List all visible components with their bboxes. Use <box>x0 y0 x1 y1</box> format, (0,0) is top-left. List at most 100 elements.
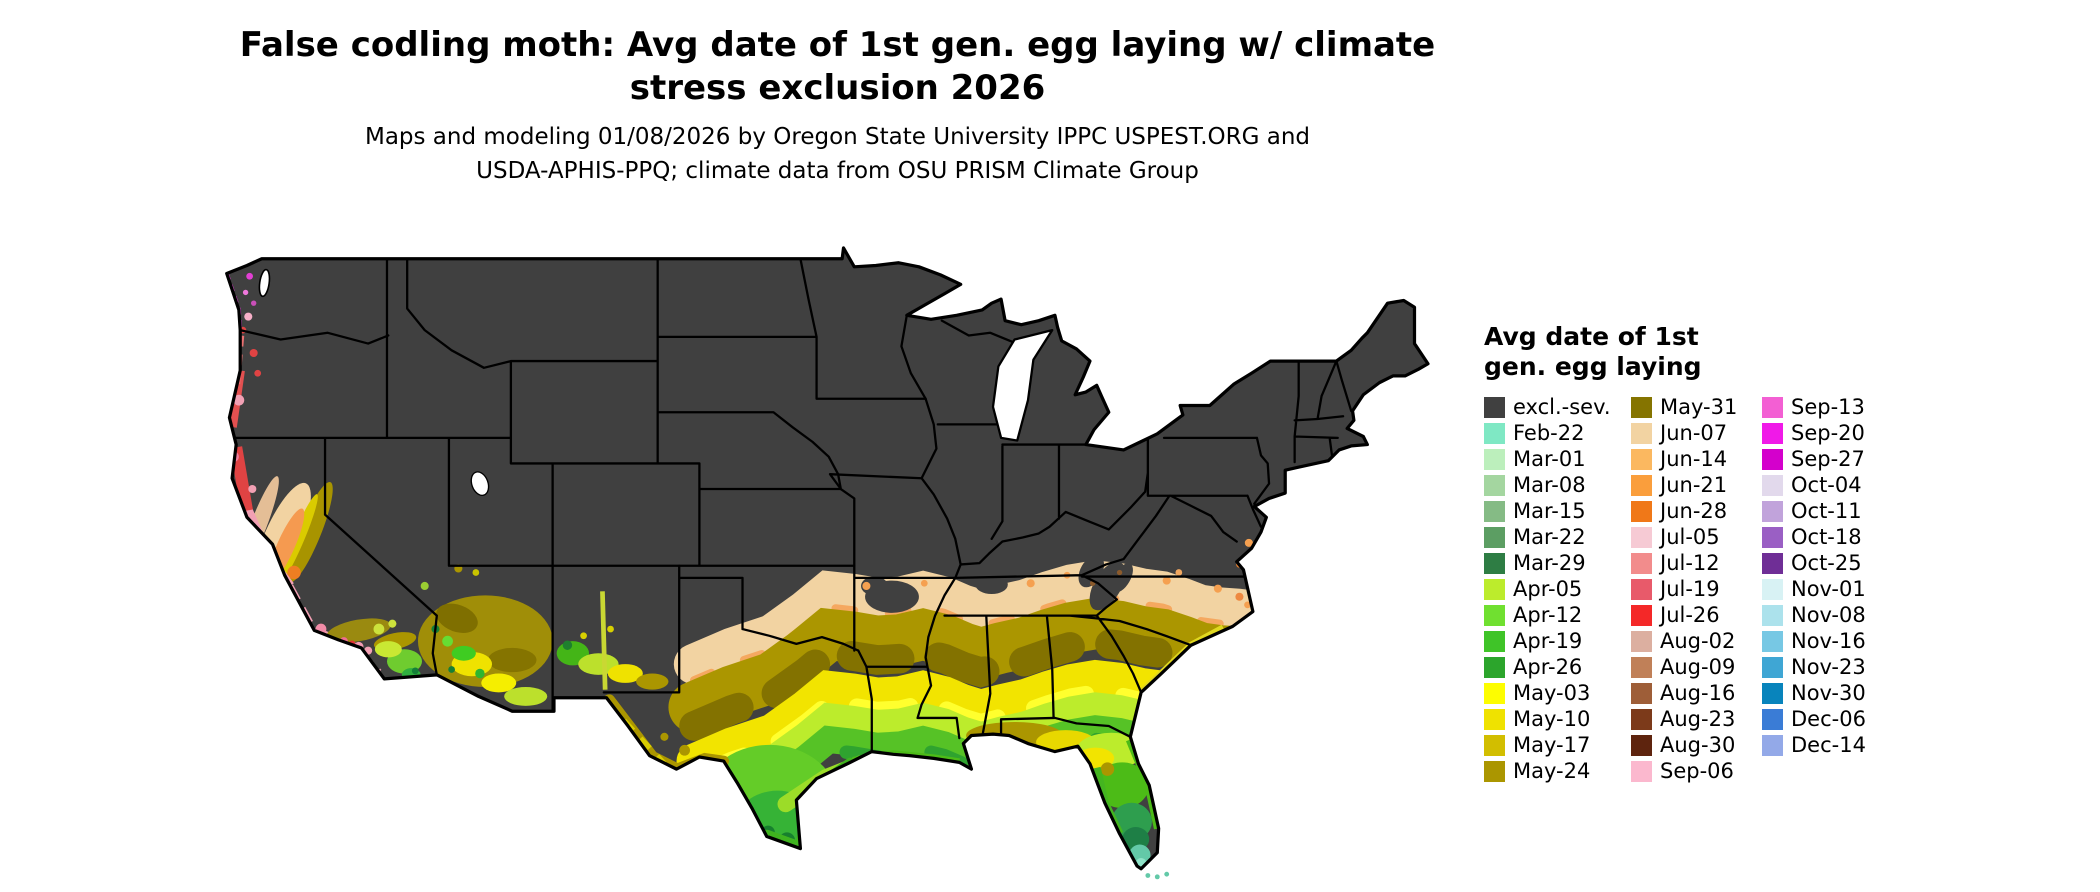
legend-entry: Mar-22 <box>1484 524 1631 550</box>
legend-swatch <box>1484 526 1505 548</box>
legend-entry: Jun-07 <box>1631 420 1762 446</box>
legend-swatch <box>1631 578 1652 600</box>
legend-label: Oct-04 <box>1791 473 1862 497</box>
legend-entry: Nov-16 <box>1762 628 1893 654</box>
subtitle-line-1: Maps and modeling 01/08/2026 by Oregon S… <box>364 124 1311 150</box>
legend-column-3: Sep-13 Sep-20 Sep-27 Oct-04 <box>1762 394 1893 758</box>
legend-label: Nov-08 <box>1791 603 1866 627</box>
legend: Avg date of 1st gen. egg laying excl.-se… <box>1484 322 1893 784</box>
legend-swatch <box>1631 604 1652 626</box>
subtitle-line-2: USDA-APHIS-PPQ; climate data from OSU PR… <box>476 158 1199 184</box>
legend-swatch <box>1484 448 1505 470</box>
map-subtitle: Maps and modeling 01/08/2026 by Oregon S… <box>0 120 1675 188</box>
legend-label: Oct-18 <box>1791 525 1862 549</box>
legend-label: Mar-22 <box>1513 525 1586 549</box>
legend-column-2: May-31 Jun-07 Jun-14 Jun-21 <box>1631 394 1762 784</box>
legend-label: Jul-05 <box>1660 525 1720 549</box>
legend-label: May-31 <box>1660 395 1738 419</box>
legend-label: Dec-06 <box>1791 707 1866 731</box>
legend-entry: Oct-04 <box>1762 472 1893 498</box>
legend-swatch <box>1631 552 1652 574</box>
legend-entry: Aug-16 <box>1631 680 1762 706</box>
legend-entry: May-24 <box>1484 758 1631 784</box>
legend-entry: Sep-27 <box>1762 446 1893 472</box>
legend-swatch <box>1762 578 1783 600</box>
legend-swatch <box>1762 396 1783 418</box>
legend-label: Oct-25 <box>1791 551 1862 575</box>
map-regions <box>226 247 1428 869</box>
legend-entry: Apr-26 <box>1484 654 1631 680</box>
legend-entry: Mar-29 <box>1484 550 1631 576</box>
legend-label: Mar-15 <box>1513 499 1586 523</box>
legend-label: Nov-01 <box>1791 577 1866 601</box>
legend-entry: Aug-23 <box>1631 706 1762 732</box>
legend-entry: May-03 <box>1484 680 1631 706</box>
legend-label: May-17 <box>1513 733 1591 757</box>
legend-label: Aug-30 <box>1660 733 1736 757</box>
legend-entry: Oct-18 <box>1762 524 1893 550</box>
legend-swatch <box>1631 760 1652 782</box>
state-borders <box>229 257 1353 753</box>
legend-entry: Jul-26 <box>1631 602 1762 628</box>
legend-swatch <box>1762 526 1783 548</box>
legend-label: Dec-14 <box>1791 733 1866 757</box>
legend-swatch <box>1631 396 1652 418</box>
legend-label: Aug-23 <box>1660 707 1736 731</box>
legend-entry: Jun-21 <box>1631 472 1762 498</box>
legend-label: Nov-16 <box>1791 629 1866 653</box>
legend-swatch <box>1762 448 1783 470</box>
legend-entry: Apr-12 <box>1484 602 1631 628</box>
legend-label: Jul-26 <box>1660 603 1720 627</box>
legend-entry: Mar-01 <box>1484 446 1631 472</box>
title-line-2: stress exclusion 2026 <box>629 68 1046 108</box>
legend-entry: Dec-06 <box>1762 706 1893 732</box>
legend-label: Sep-20 <box>1791 421 1865 445</box>
legend-swatch <box>1762 656 1783 678</box>
legend-label: Jun-07 <box>1660 421 1728 445</box>
legend-label: Apr-26 <box>1513 655 1583 679</box>
legend-swatch <box>1484 734 1505 756</box>
legend-label: Nov-30 <box>1791 681 1866 705</box>
title-line-1: False codling moth: Avg date of 1st gen.… <box>239 25 1436 65</box>
legend-label: Apr-12 <box>1513 603 1583 627</box>
legend-label: Sep-13 <box>1791 395 1865 419</box>
legend-entry: excl.-sev. <box>1484 394 1631 420</box>
legend-label: Aug-09 <box>1660 655 1736 679</box>
lake-michigan <box>991 328 1054 442</box>
legend-entry: Jul-19 <box>1631 576 1762 602</box>
legend-label: Nov-23 <box>1791 655 1866 679</box>
legend-entry: Nov-23 <box>1762 654 1893 680</box>
legend-label: excl.-sev. <box>1513 395 1611 419</box>
legend-label: Jun-21 <box>1660 473 1728 497</box>
legend-entry: Nov-30 <box>1762 680 1893 706</box>
legend-swatch <box>1484 552 1505 574</box>
legend-swatch <box>1631 448 1652 470</box>
great-lakes <box>258 268 1054 497</box>
legend-entry: Jul-12 <box>1631 550 1762 576</box>
legend-label: Jul-19 <box>1660 577 1720 601</box>
legend-label: Apr-19 <box>1513 629 1583 653</box>
legend-label: Mar-01 <box>1513 447 1586 471</box>
legend-swatch <box>1484 630 1505 652</box>
legend-label: Sep-27 <box>1791 447 1865 471</box>
legend-label: Aug-02 <box>1660 629 1736 653</box>
legend-label: Oct-11 <box>1791 499 1862 523</box>
legend-columns: excl.-sev. Feb-22 Mar-01 Mar-08 <box>1484 394 1893 784</box>
legend-label: Apr-05 <box>1513 577 1583 601</box>
legend-label: May-10 <box>1513 707 1591 731</box>
legend-label: Feb-22 <box>1513 421 1585 445</box>
legend-entry: Jun-28 <box>1631 498 1762 524</box>
great-salt-lake <box>470 471 490 497</box>
legend-swatch <box>1484 708 1505 730</box>
legend-label: Sep-06 <box>1660 759 1734 783</box>
legend-title: Avg date of 1st gen. egg laying <box>1484 322 1893 382</box>
legend-entry: Jul-05 <box>1631 524 1762 550</box>
legend-entry: Apr-05 <box>1484 576 1631 602</box>
legend-swatch <box>1762 474 1783 496</box>
legend-swatch <box>1484 682 1505 704</box>
legend-swatch <box>1631 500 1652 522</box>
legend-entry: Sep-06 <box>1631 758 1762 784</box>
legend-entry: Sep-13 <box>1762 394 1893 420</box>
map-speckles <box>862 538 1253 609</box>
legend-swatch <box>1484 396 1505 418</box>
